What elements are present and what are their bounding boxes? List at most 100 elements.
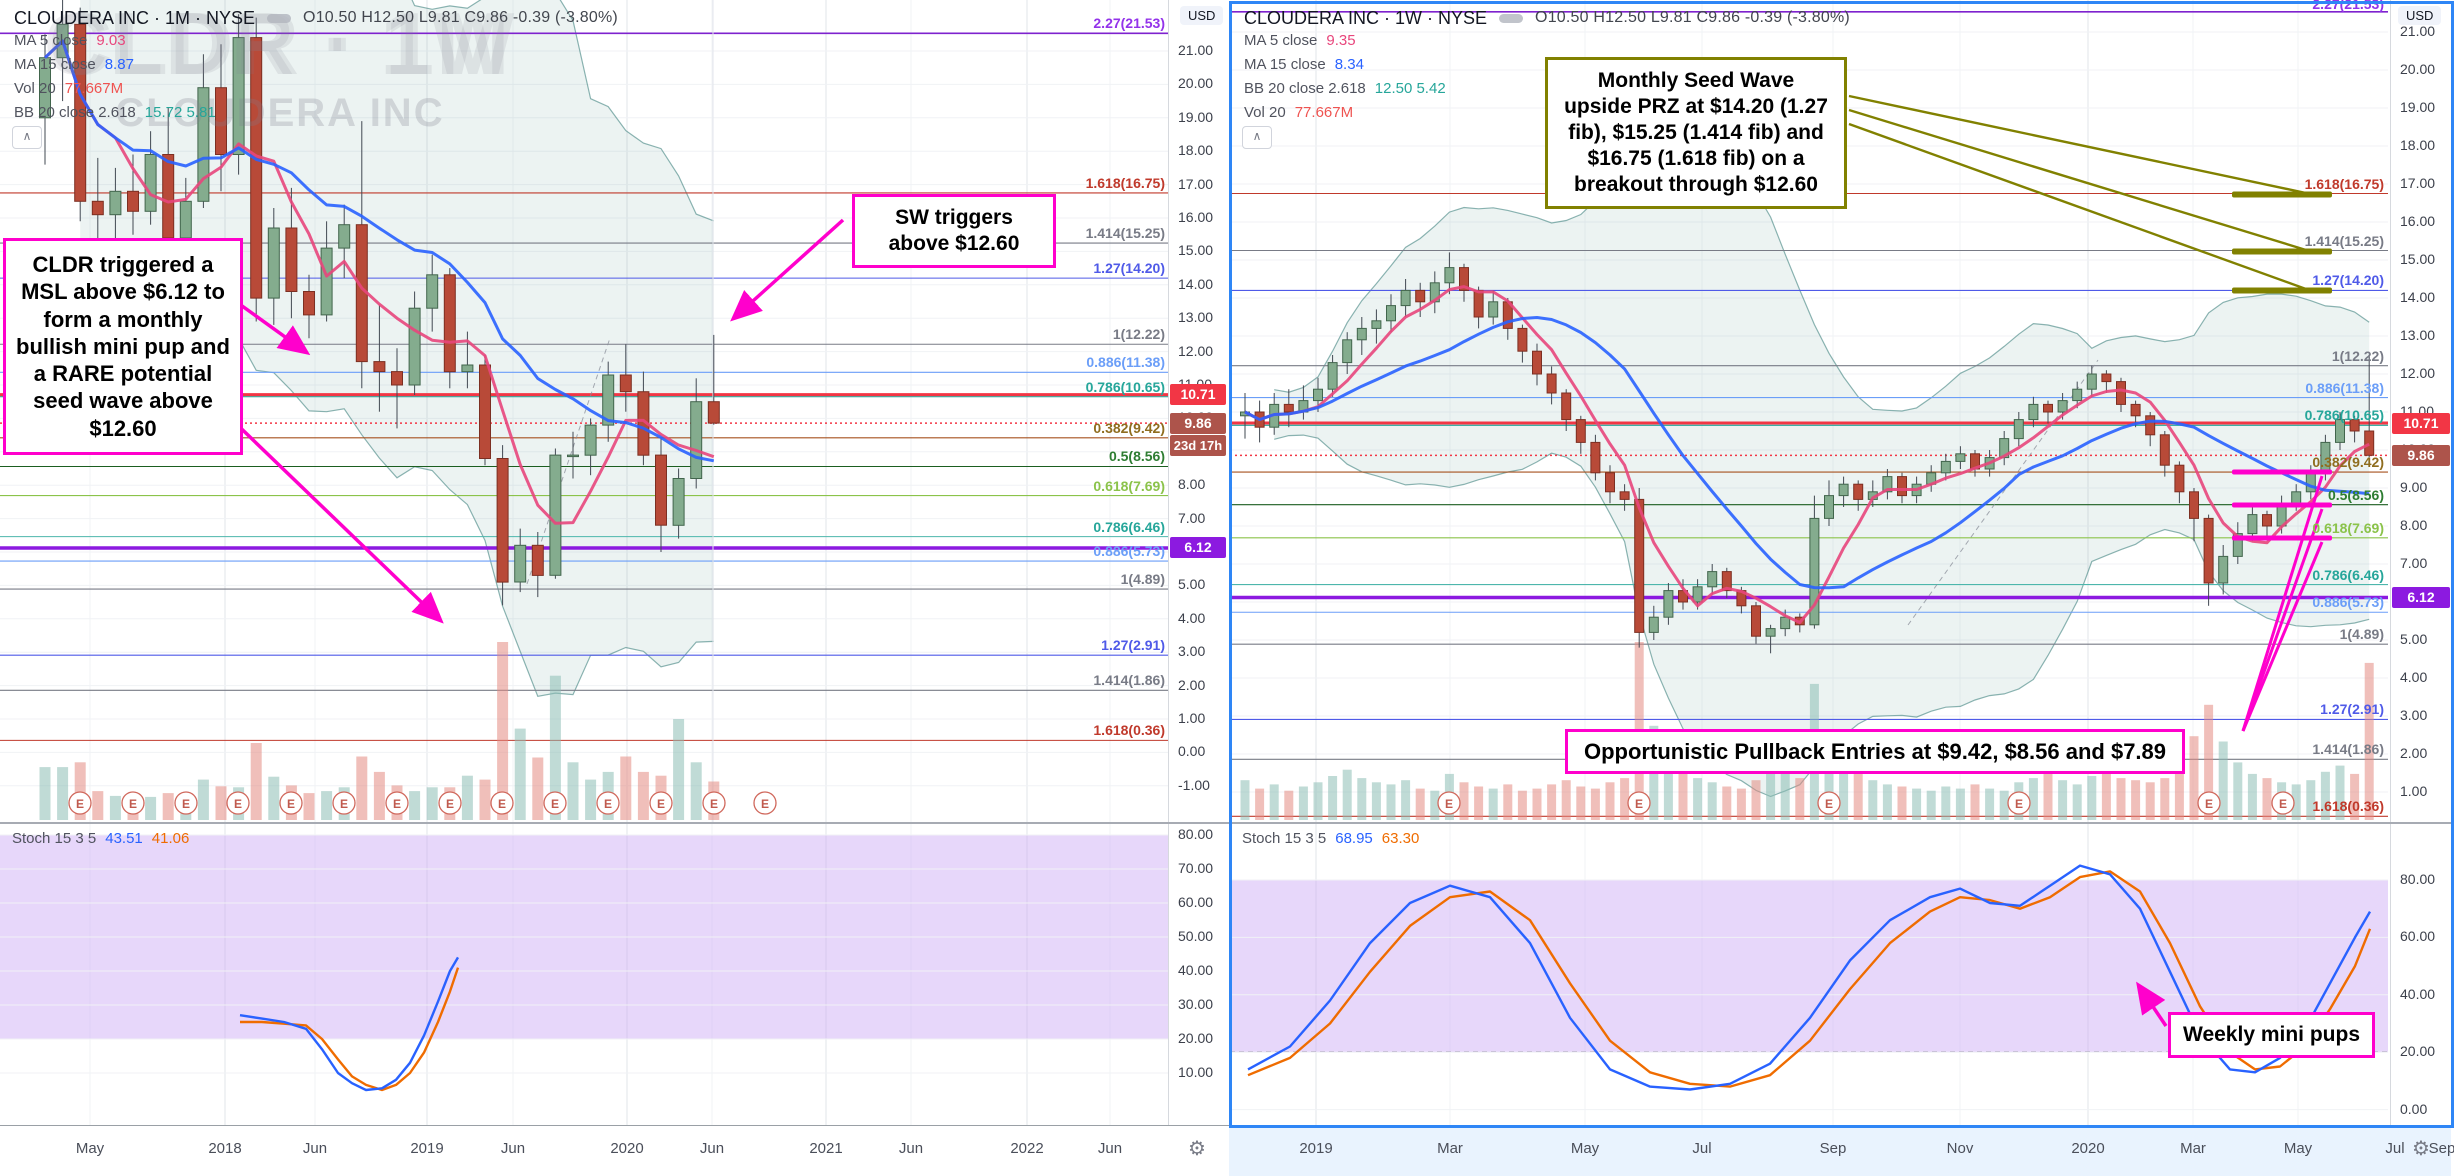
price-tick-label[interactable]: 7.00 — [2400, 555, 2428, 571]
price-tick-label[interactable]: 18.00 — [2400, 137, 2436, 153]
time-tick-label[interactable]: Jul — [1692, 1140, 1712, 1157]
time-tick-label[interactable]: 2018 — [208, 1140, 242, 1157]
price-tick-label[interactable]: 5.00 — [2400, 631, 2428, 647]
annotation-msl-seed-wave[interactable]: CLDR triggered a MSL above $6.12 to form… — [3, 238, 243, 455]
stoch-tick-label[interactable]: 40.00 — [1178, 962, 1214, 978]
price-tick-label[interactable]: 15.00 — [2400, 251, 2436, 267]
time-tick-label[interactable]: 2020 — [610, 1140, 644, 1157]
stoch-tick-label[interactable]: 70.00 — [1178, 860, 1214, 876]
price-tick-label[interactable]: 1.00 — [2400, 783, 2428, 799]
right-symbol-title[interactable]: CLOUDERA INC · 1W · NYSE — [1244, 7, 1488, 28]
stoch-tick-label[interactable]: 0.00 — [2400, 1101, 2428, 1117]
indicator-legend-row[interactable]: BB 20 close 2.618 15.72 5.81 — [14, 104, 216, 121]
price-tick-label[interactable]: 19.00 — [2400, 99, 2436, 115]
annotation-weekly-mini-pups[interactable]: Weekly mini pups — [2168, 1012, 2375, 1059]
price-tick-label[interactable]: 5.00 — [1178, 576, 1206, 592]
time-tick-label[interactable]: 2021 — [809, 1140, 843, 1157]
price-tick-label[interactable]: 21.00 — [2400, 23, 2436, 39]
price-tick-label[interactable]: 13.00 — [1178, 309, 1214, 325]
time-tick-label[interactable]: Nov — [1946, 1140, 1974, 1157]
annotation-sw-trigger[interactable]: SW triggers above $12.60 — [852, 194, 1056, 269]
time-tick-label[interactable]: 2020 — [2071, 1140, 2105, 1157]
price-tick-label[interactable]: 16.00 — [1178, 209, 1214, 225]
right-currency-chip[interactable]: USD — [2398, 6, 2442, 25]
price-tick-label[interactable]: 20.00 — [2400, 61, 2436, 77]
time-tick-label[interactable]: 2019 — [1299, 1140, 1333, 1157]
price-tick-label[interactable]: 12.00 — [1178, 343, 1214, 359]
indicator-legend-row[interactable]: Vol 20 77.667M — [14, 80, 123, 97]
left-currency-chip[interactable]: USD — [1180, 6, 1224, 25]
annotation-monthly-prz[interactable]: Monthly Seed Wave upside PRZ at $14.20 (… — [1545, 57, 1847, 210]
price-tick-label[interactable]: -1.00 — [1178, 777, 1210, 793]
price-tick-label[interactable]: 4.00 — [2400, 669, 2428, 685]
price-tick-label[interactable]: 3.00 — [2400, 707, 2428, 723]
time-tick-label[interactable]: Jun — [699, 1140, 725, 1157]
right-axis-settings-gear-icon[interactable]: ⚙ — [2412, 1138, 2430, 1160]
stoch-tick-label[interactable]: 40.00 — [2400, 986, 2436, 1002]
indicator-legend-row[interactable]: BB 20 close 2.618 12.50 5.42 — [1244, 80, 1446, 97]
time-tick-label[interactable]: Jun — [500, 1140, 526, 1157]
collapse-legend-button[interactable]: ∧ — [12, 126, 42, 149]
time-tick-label[interactable]: Mar — [2180, 1140, 2206, 1157]
indicator-legend-row[interactable]: MA 5 close 9.03 — [14, 32, 126, 49]
more-options-icon[interactable] — [267, 13, 292, 23]
annotation-pullback-entries[interactable]: Opportunistic Pullback Entries at $9.42,… — [1565, 729, 2186, 775]
price-tick-label[interactable]: 18.00 — [1178, 142, 1214, 158]
price-tick-label[interactable]: 16.00 — [2400, 213, 2436, 229]
collapse-legend-button[interactable]: ∧ — [1242, 126, 1272, 149]
price-tick-label[interactable]: 2.00 — [1178, 677, 1206, 693]
indicator-legend-row[interactable]: MA 5 close 9.35 — [1244, 32, 1356, 49]
time-tick-label[interactable]: Jun — [302, 1140, 328, 1157]
fib-level-label: 1(4.89) — [2339, 626, 2384, 642]
stoch-tick-label[interactable]: 60.00 — [2400, 928, 2436, 944]
price-tick-label[interactable]: 8.00 — [1178, 476, 1206, 492]
stoch-tick-label[interactable]: 50.00 — [1178, 928, 1214, 944]
price-tick-label[interactable]: 4.00 — [1178, 610, 1206, 626]
price-tick-label[interactable]: 7.00 — [1178, 510, 1206, 526]
right-stoch-legend[interactable]: Stoch 15 3 5 68.95 63.30 — [1242, 830, 1419, 847]
left-symbol-title[interactable]: CLOUDERA INC · 1M · NYSE — [14, 7, 256, 28]
stoch-tick-label[interactable]: 10.00 — [1178, 1064, 1214, 1080]
stoch-tick-label[interactable]: 60.00 — [1178, 894, 1214, 910]
time-tick-label[interactable]: Sep — [2428, 1140, 2454, 1157]
time-tick-label[interactable]: May — [2283, 1140, 2313, 1157]
indicator-legend-row[interactable]: MA 15 close 8.87 — [14, 56, 134, 73]
price-tick-label[interactable]: 15.00 — [1178, 242, 1214, 258]
time-tick-label[interactable]: Jun — [898, 1140, 924, 1157]
time-tick-label[interactable]: 2019 — [410, 1140, 444, 1157]
time-tick-label[interactable]: May — [75, 1140, 105, 1157]
price-tick-label[interactable]: 17.00 — [2400, 175, 2436, 191]
price-tick-label[interactable]: 12.00 — [2400, 365, 2436, 381]
price-tick-label[interactable]: 0.00 — [1178, 743, 1206, 759]
more-options-icon[interactable] — [1499, 13, 1524, 23]
price-tick-label[interactable]: 1.00 — [1178, 710, 1206, 726]
price-tick-label[interactable]: 2.00 — [2400, 745, 2428, 761]
price-tick-label[interactable]: 8.00 — [2400, 517, 2428, 533]
indicator-legend-row[interactable]: MA 15 close 8.34 — [1244, 56, 1364, 73]
price-tick-label[interactable]: 14.00 — [1178, 276, 1214, 292]
time-tick-label[interactable]: Jul — [2385, 1140, 2405, 1157]
time-tick-label[interactable]: 2022 — [1010, 1140, 1044, 1157]
stoch-tick-label[interactable]: 80.00 — [1178, 826, 1214, 842]
left-axis-settings-gear-icon[interactable]: ⚙ — [1188, 1138, 1206, 1160]
time-tick-label[interactable]: Sep — [1819, 1140, 1847, 1157]
price-tick-label[interactable]: 19.00 — [1178, 109, 1214, 125]
price-tick-label[interactable]: 20.00 — [1178, 75, 1214, 91]
stoch-tick-label[interactable]: 80.00 — [2400, 871, 2436, 887]
price-tick-label[interactable]: 13.00 — [2400, 327, 2436, 343]
stoch-tick-label[interactable]: 20.00 — [1178, 1030, 1214, 1046]
stoch-tick-label[interactable]: 30.00 — [1178, 996, 1214, 1012]
price-tick-label[interactable]: 21.00 — [1178, 42, 1214, 58]
time-tick-label[interactable]: May — [1570, 1140, 1600, 1157]
time-tick-label[interactable]: Mar — [1437, 1140, 1463, 1157]
price-tick-label[interactable]: 3.00 — [1178, 643, 1206, 659]
time-tick-label[interactable]: Jun — [1097, 1140, 1123, 1157]
pane-separator[interactable] — [0, 822, 2454, 824]
left-stoch-legend[interactable]: Stoch 15 3 5 43.51 41.06 — [12, 830, 189, 847]
price-tick-label[interactable]: 9.00 — [2400, 479, 2428, 495]
stoch-tick-label[interactable]: 20.00 — [2400, 1043, 2436, 1059]
price-tick-label[interactable]: 14.00 — [2400, 289, 2436, 305]
price-tick-label[interactable]: 17.00 — [1178, 176, 1214, 192]
indicator-legend-row[interactable]: Vol 20 77.667M — [1244, 104, 1353, 121]
